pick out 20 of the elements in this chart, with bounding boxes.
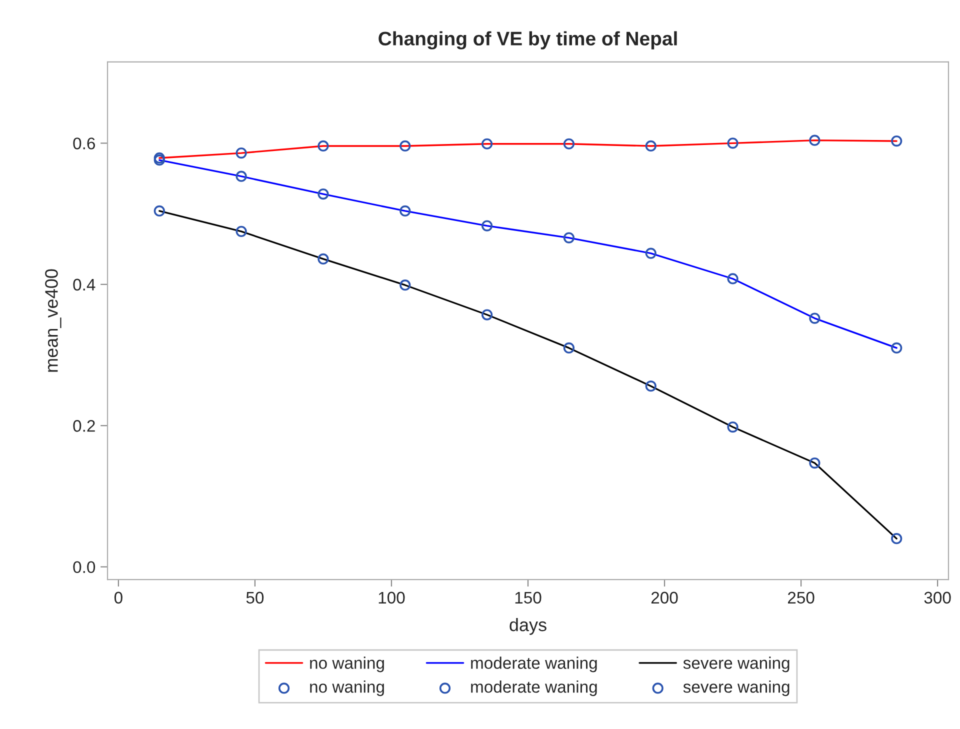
- x-tick-label: 150: [515, 592, 542, 604]
- x-tick-label: 250: [788, 592, 814, 604]
- x-tick-label: 200: [651, 592, 678, 604]
- x-tick-label: 50: [246, 592, 264, 604]
- x-axis-title: days: [510, 618, 546, 635]
- y-tick-label: 0.2: [73, 420, 95, 432]
- y-tick-label: 0.0: [73, 561, 96, 574]
- y-tick-label: 0.4: [73, 278, 96, 291]
- legend-label: no waning: [310, 656, 384, 672]
- x-tick-label: 300: [924, 592, 951, 604]
- legend-label: severe waning: [683, 656, 790, 672]
- legend-label: moderate waning: [471, 656, 597, 672]
- legend-label: no waning: [310, 680, 384, 696]
- y-tick-label: 0.6: [73, 138, 95, 150]
- legend-label: severe waning: [683, 680, 790, 696]
- legend-label: moderate waning: [471, 680, 597, 696]
- y-axis-title: mean_ve400: [45, 269, 62, 372]
- x-tick-label: 100: [378, 592, 405, 604]
- x-tick-label: 0: [114, 592, 122, 604]
- chart-title: Changing of VE by time of Nepal: [378, 31, 677, 50]
